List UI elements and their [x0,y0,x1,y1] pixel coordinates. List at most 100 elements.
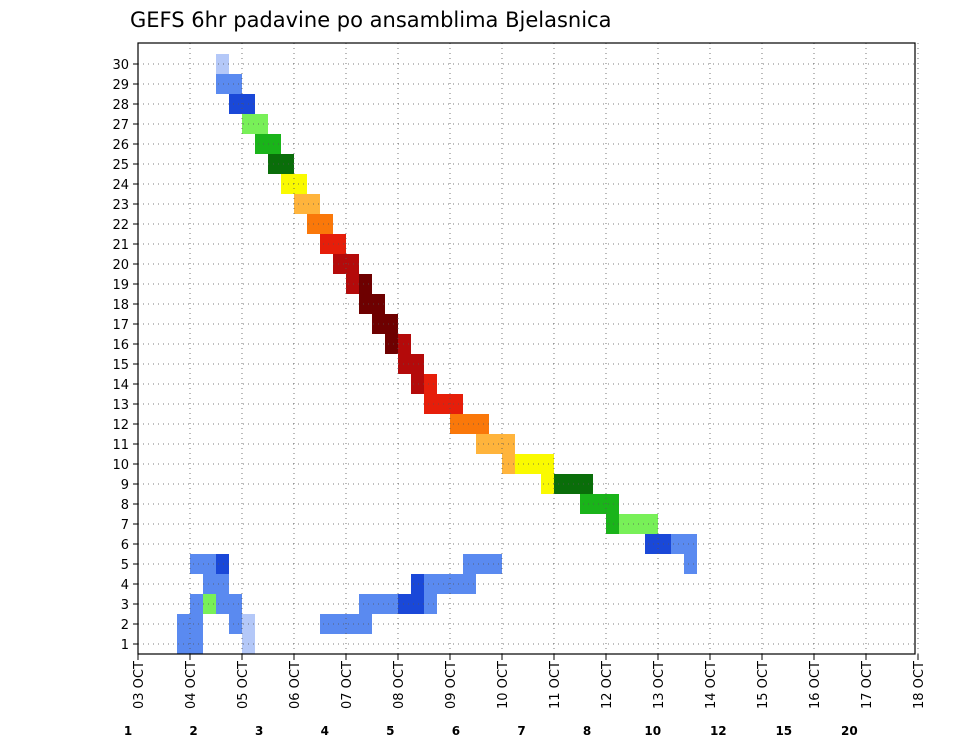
y-tick-label: 25 [112,158,129,173]
heatmap-cell [294,174,307,194]
y-tick-label: 6 [121,538,129,553]
legend-label: 4 [321,724,329,738]
x-tick-label: 14 OCT [704,661,719,709]
y-tick-label: 28 [112,98,129,113]
heatmap-cell [216,574,229,594]
heatmap-cell [463,414,476,434]
legend-label: 3 [255,724,263,738]
heatmap-cell [281,154,294,174]
heatmap-cell [411,354,424,374]
x-tick-label: 05 OCT [236,661,251,709]
heatmap-cell [190,614,203,634]
heatmap-cell [489,554,502,574]
heatmap-cell [411,574,424,594]
heatmap-cell [333,234,346,254]
y-tick-label: 26 [112,138,129,153]
y-tick-label: 5 [121,558,129,573]
y-tick-label: 30 [112,58,129,73]
heatmap-cell [645,534,658,554]
heatmap-cell [268,154,281,174]
x-tick-label: 12 OCT [600,661,615,709]
y-tick-label: 18 [112,298,129,313]
heatmap-cell [398,594,411,614]
legend-label: 10 [644,724,661,738]
y-tick-label: 24 [112,178,129,193]
heatmap-cell [190,594,203,614]
heatmap-cell [281,174,294,194]
x-tick-label: 08 OCT [392,661,407,709]
heatmap-cell [580,474,593,494]
heatmap-cell [229,594,242,614]
y-tick-label: 16 [112,338,129,353]
heatmap-cell [333,614,346,634]
heatmap-cell [606,494,619,514]
heatmap-cell [216,54,229,74]
heatmap-cell [450,574,463,594]
y-tick-label: 22 [112,218,129,233]
heatmap-cell [216,74,229,94]
heatmap-cell [684,534,697,554]
x-tick-label: 06 OCT [288,661,303,709]
x-tick-label: 18 OCT [912,661,927,709]
heatmap-cell [255,134,268,154]
x-tick-label: 11 OCT [548,661,563,709]
y-tick-label: 14 [112,378,129,393]
heatmap-cell [359,614,372,634]
heatmap-cell [528,454,541,474]
legend: 1 2 3 4 5 6 7 8 10 12 15 20 [124,724,858,738]
heatmap-cell [333,254,346,274]
heatmap-cell [268,134,281,154]
heatmap-cell [580,494,593,514]
legend-label: 20 [841,724,858,738]
heatmap-cell [320,234,333,254]
heatmap-cell [359,294,372,314]
heatmap-cell [385,314,398,334]
heatmap-cell [541,474,554,494]
x-tick-label: 16 OCT [808,661,823,709]
heatmap-cell [320,214,333,234]
x-tick-label: 13 OCT [652,661,667,709]
heatmap-cell [229,614,242,634]
legend-label: 15 [775,724,792,738]
heatmap-cell [385,334,398,354]
y-tick-label: 21 [112,238,129,253]
x-tick-label: 10 OCT [496,661,511,709]
heatmap-cell [463,554,476,574]
y-tick-label: 3 [121,598,129,613]
heatmap-cell [554,474,567,494]
heatmap-cell [216,594,229,614]
legend-label: 8 [583,724,591,738]
heatmap-cell [190,634,203,654]
heatmap-cell [346,614,359,634]
y-tick-label: 15 [112,358,129,373]
heatmap-cell [424,574,437,594]
heatmap-cell [476,414,489,434]
y-tick-label: 9 [121,478,129,493]
y-tick-label: 20 [112,258,129,273]
heatmap-cell [190,554,203,574]
heatmap-cell [359,274,372,294]
heatmap-cell [359,594,372,614]
legend-label: 1 [124,724,132,738]
legend-label: 6 [452,724,460,738]
heatmap-cell [203,594,216,614]
y-tick-label: 17 [112,318,129,333]
heatmap-cell [398,354,411,374]
x-tick-label: 15 OCT [756,661,771,709]
heatmap-cell [216,554,229,574]
heatmap-cell [398,334,411,354]
legend-label: 2 [189,724,197,738]
heatmap-cell [346,254,359,274]
cells-layer [177,54,697,654]
heatmap-cell [684,554,697,574]
x-tick-label: 07 OCT [340,661,355,709]
heatmap-cell [346,274,359,294]
heatmap-cell [450,414,463,434]
y-tick-label: 11 [112,438,129,453]
x-tick-label: 04 OCT [184,661,199,709]
y-tick-label: 19 [112,278,129,293]
y-tick-label: 12 [112,418,129,433]
heatmap-cell [541,454,554,474]
heatmap-cell [463,574,476,594]
